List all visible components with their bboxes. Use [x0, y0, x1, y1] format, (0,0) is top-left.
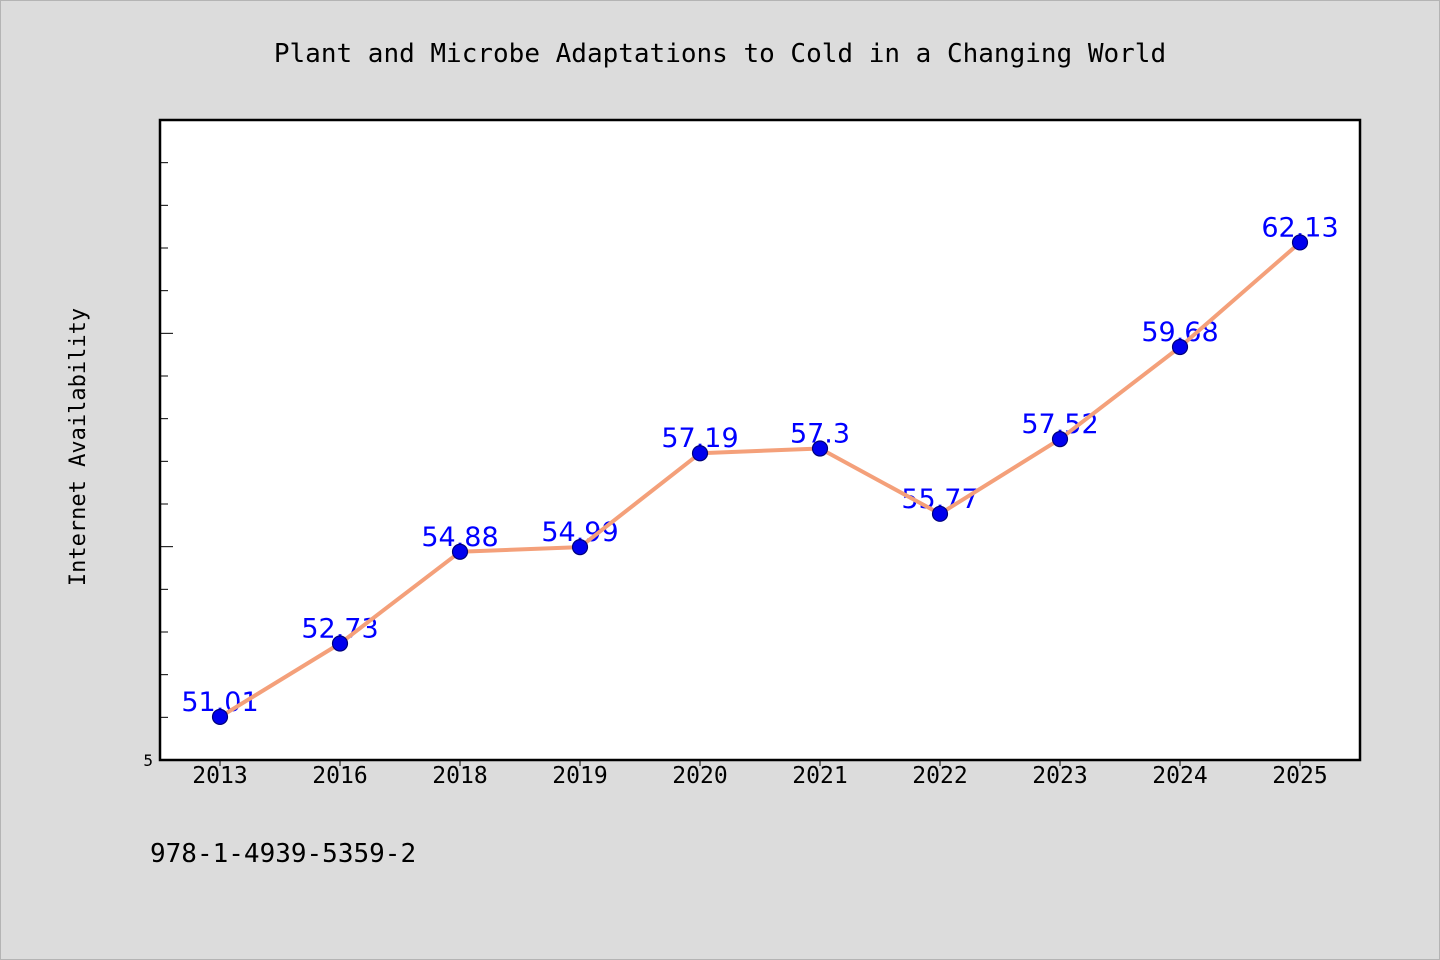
y-axis-ticks [160, 162, 173, 718]
series-line [218, 240, 1302, 719]
data-point [1291, 234, 1309, 251]
data-point [931, 505, 949, 522]
footnote-isbn: 978-1-4939-5359-2 [150, 839, 416, 869]
x-tick-label: 2020 [672, 763, 727, 789]
y-axis-label: Internet Availability [66, 308, 91, 586]
x-tick-label: 2019 [552, 763, 607, 789]
chart-title: Plant and Microbe Adaptations to Cold in… [274, 39, 1166, 69]
x-tick-label: 2021 [792, 763, 847, 789]
x-tick-label: 2024 [1152, 763, 1207, 789]
x-tick-label: 2013 [192, 763, 247, 789]
data-point-markers [211, 234, 1309, 726]
y-tick-label: 5 [143, 751, 153, 770]
data-point [1171, 338, 1189, 356]
x-axis-ticks [219, 760, 1301, 766]
data-point [451, 543, 469, 560]
x-tick-label: 2018 [432, 763, 487, 789]
plot-border [158, 118, 1362, 762]
x-tick-label: 2016 [312, 763, 367, 789]
data-point [811, 440, 829, 457]
x-tick-label: 2023 [1032, 763, 1087, 789]
plot-area [160, 120, 1360, 760]
data-point [331, 635, 349, 652]
x-axis-tick-labels: 2013 2016 2018 2019 2020 2021 2022 2023 2024 2025 [192, 763, 1327, 789]
data-point [571, 538, 589, 556]
y-axis-tick-labels: 5 [143, 751, 153, 770]
x-tick-label: 2022 [912, 763, 967, 789]
x-tick-label: 2025 [1272, 763, 1327, 789]
data-point [211, 708, 229, 726]
data-point [691, 445, 709, 462]
data-point [1051, 431, 1069, 448]
series-line-group [218, 240, 1302, 719]
